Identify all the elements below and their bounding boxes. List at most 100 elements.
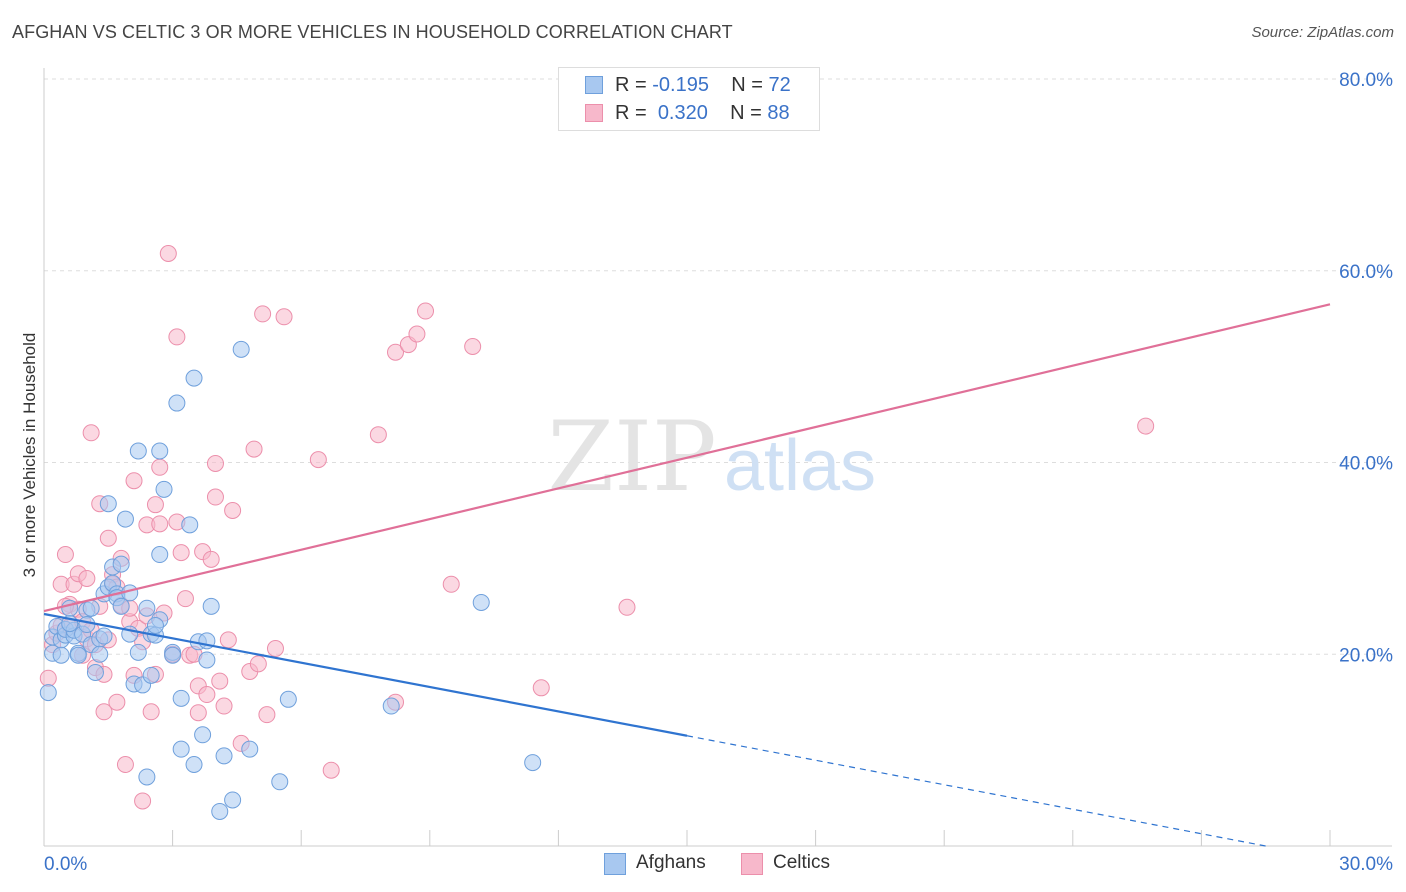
afghan-point [78,616,96,634]
afghan-point [129,442,147,460]
grid-lines [44,78,1392,655]
chart-title: AFGHAN VS CELTIC 3 OR MORE VEHICLES IN H… [12,22,733,42]
afghan-point [524,754,542,772]
axes [43,68,1392,847]
celtic-r-label: R = [615,102,653,124]
celtic-point [151,515,169,533]
afghan-point [181,516,199,534]
afghan-points [39,340,542,820]
celtic-point [206,454,224,472]
afghan-point [215,747,233,765]
celtic-point [202,550,220,568]
afghan-point [185,369,203,387]
afghan-point [198,651,216,669]
celtic-point [387,343,405,361]
afghan-point [116,510,134,528]
celtic-point [39,669,57,687]
afghan-point [129,643,147,661]
celtic-point [146,496,164,514]
celtic-point [99,529,117,547]
celtic-point [245,440,263,458]
afghan-point [232,340,250,358]
celtic-point [266,639,284,657]
celtic-point [206,488,224,506]
y-tick-label: 20.0% [1339,645,1393,666]
afghan-r-label: R = [615,74,653,96]
celtic-point [408,325,426,343]
afghan-point [202,597,220,615]
afghan-swatch [585,76,603,94]
celtic-point [369,426,387,444]
source-label: Source: ZipAtlas.com [1251,24,1394,41]
celtic-point [176,590,194,608]
celtic-point [189,704,207,722]
celtic-point [82,424,100,442]
celtic-point [134,792,152,810]
afghan-point [224,791,242,809]
afghan-point [164,646,182,664]
y-tick-label: 60.0% [1339,262,1393,283]
celtic-point [125,472,143,490]
celtic-point [219,631,237,649]
afghan-point [172,689,190,707]
afghan-trend-extension [686,735,1266,847]
afghan-point [185,756,203,774]
afghan-point [211,802,229,820]
trend-lines [43,303,1331,847]
celtic-point [275,308,293,326]
celtics-legend-label: Celtics [773,852,831,873]
celtic-point [95,703,113,721]
celtic-point [224,501,242,519]
celtic-point [618,598,636,616]
afghan-point [472,593,490,611]
afghan-point [146,616,164,634]
celtic-point [1137,417,1155,435]
x-tick-label-start: 0.0% [44,854,87,875]
celtic-point [258,706,276,724]
celtic-point [168,328,186,346]
afghan-point [95,627,113,645]
afghan-point [112,555,130,573]
afghan-point [91,645,109,663]
afghan-point [151,442,169,460]
afghan-point [271,773,289,791]
celtic-points [39,244,1155,810]
afghans-legend-label: Afghans [636,852,706,873]
celtic-point [464,337,482,355]
x-tick-label-end: 30.0% [1339,854,1393,875]
afghan-n-label: N = [731,74,769,96]
celtic-trend-line [43,303,1331,613]
celtic-point [322,761,340,779]
afghan-point [52,646,70,664]
celtic-point [142,703,160,721]
afghan-point [382,697,400,715]
tick-labels: 20.0% 40.0% 60.0% 80.0% 0.0% 30.0% [44,70,1393,875]
celtic-point [211,672,229,690]
afghan-n-value: 72 [768,74,791,96]
celtic-point [309,451,327,469]
celtic-point [532,679,550,697]
afghan-point [155,480,173,498]
afghan-point [142,666,160,684]
celtic-swatch [585,104,603,122]
celtic-r-value: 0.320 [657,102,708,124]
afghan-point [279,690,297,708]
celtic-point [215,697,233,715]
afghan-point [172,740,190,758]
afghans-legend-swatch [604,853,626,875]
afghan-point [194,726,212,744]
watermark-atlas: atlas [724,426,876,506]
afghan-point [241,740,259,758]
celtics-legend-swatch [741,853,763,875]
celtic-point [198,686,216,704]
afghan-point [138,599,156,617]
afghan-r-value: -0.195 [652,74,709,96]
afghan-point [99,495,117,513]
correlation-legend: R = -0.195 N = 72 R = 0.320 N = 88 [558,67,820,131]
afghan-point [151,546,169,564]
y-tick-label: 80.0% [1339,70,1393,91]
celtic-point [254,305,272,323]
afghan-point [82,599,100,617]
celtic-point [172,544,190,562]
